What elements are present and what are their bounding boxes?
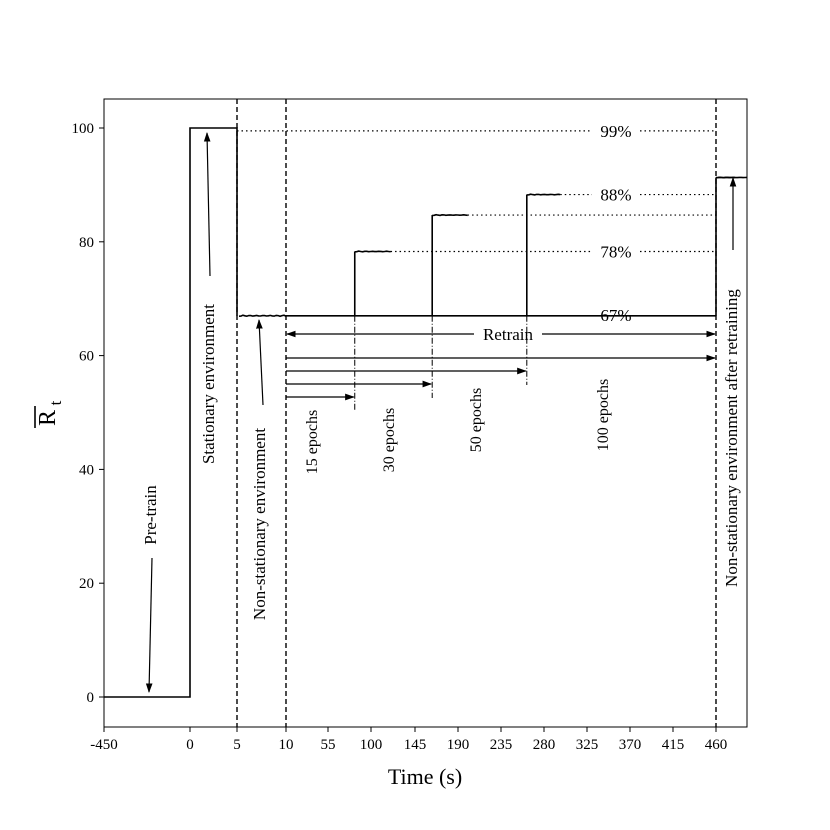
epochs-label: 30 epochs <box>381 408 398 472</box>
annotation-after-retraining: Non-stationary environment after retrain… <box>722 289 741 587</box>
x-tick-label: 370 <box>619 737 642 753</box>
annotation-arrow <box>145 557 153 693</box>
y-axis-label-sub: t <box>46 400 65 405</box>
series-line-noisy <box>238 314 287 318</box>
y-tick-label: 40 <box>79 462 94 478</box>
x-tick-label: 5 <box>233 737 241 753</box>
epochs-label: 15 epochs <box>304 410 321 474</box>
retrain-label: Retrain <box>483 325 534 344</box>
level-label-67: 67% <box>600 306 631 325</box>
annotation-stationary: Stationary environment <box>199 304 218 464</box>
x-tick-label: 415 <box>662 737 685 753</box>
epochs-label: 100 epochs <box>595 379 612 451</box>
y-tick-label: 100 <box>72 121 95 137</box>
retrain-step-level <box>432 213 468 217</box>
x-tick-label: 280 <box>533 737 556 753</box>
reference-level-label: 99% <box>600 122 631 141</box>
x-tick-label: 0 <box>186 737 194 753</box>
y-axis-label-main: R <box>35 410 61 426</box>
retrain-step-level <box>526 193 561 196</box>
series-line <box>104 127 238 698</box>
plot-frame <box>103 98 748 728</box>
x-tick-label: 190 <box>447 737 470 753</box>
epochs-label: 50 epochs <box>468 388 485 452</box>
x-tick-label: 325 <box>576 737 599 753</box>
y-tick-label: 60 <box>79 349 94 365</box>
x-tick-label: 460 <box>705 737 728 753</box>
annotation-arrow <box>256 319 264 406</box>
x-tick-label: 145 <box>404 737 427 753</box>
x-tick-label: 100 <box>360 737 383 753</box>
plot-area: -450 0 5 10 55 100 145 190 235 280 325 370 415 460 0 20… <box>72 98 748 753</box>
reference-level-label: 78% <box>600 242 631 261</box>
y-tick-label: 80 <box>79 235 94 251</box>
y-tick-label: 0 <box>87 690 95 706</box>
x-tick-label: 10 <box>279 737 294 753</box>
annotation-pretrain: Pre-train <box>141 485 160 545</box>
y-tick-label: 20 <box>79 576 94 592</box>
retrain-step-level <box>354 250 391 253</box>
x-axis-label: Time (s) <box>388 764 462 789</box>
y-axis-label: R t <box>34 400 65 428</box>
x-tick-label: 55 <box>321 737 336 753</box>
annotation-arrow <box>203 132 211 277</box>
reference-level-label: 88% <box>600 186 631 205</box>
annotation-nonstationary: Non-stationary environment <box>250 428 269 620</box>
x-tick-label: 235 <box>490 737 513 753</box>
x-tick-label: -450 <box>90 737 118 753</box>
